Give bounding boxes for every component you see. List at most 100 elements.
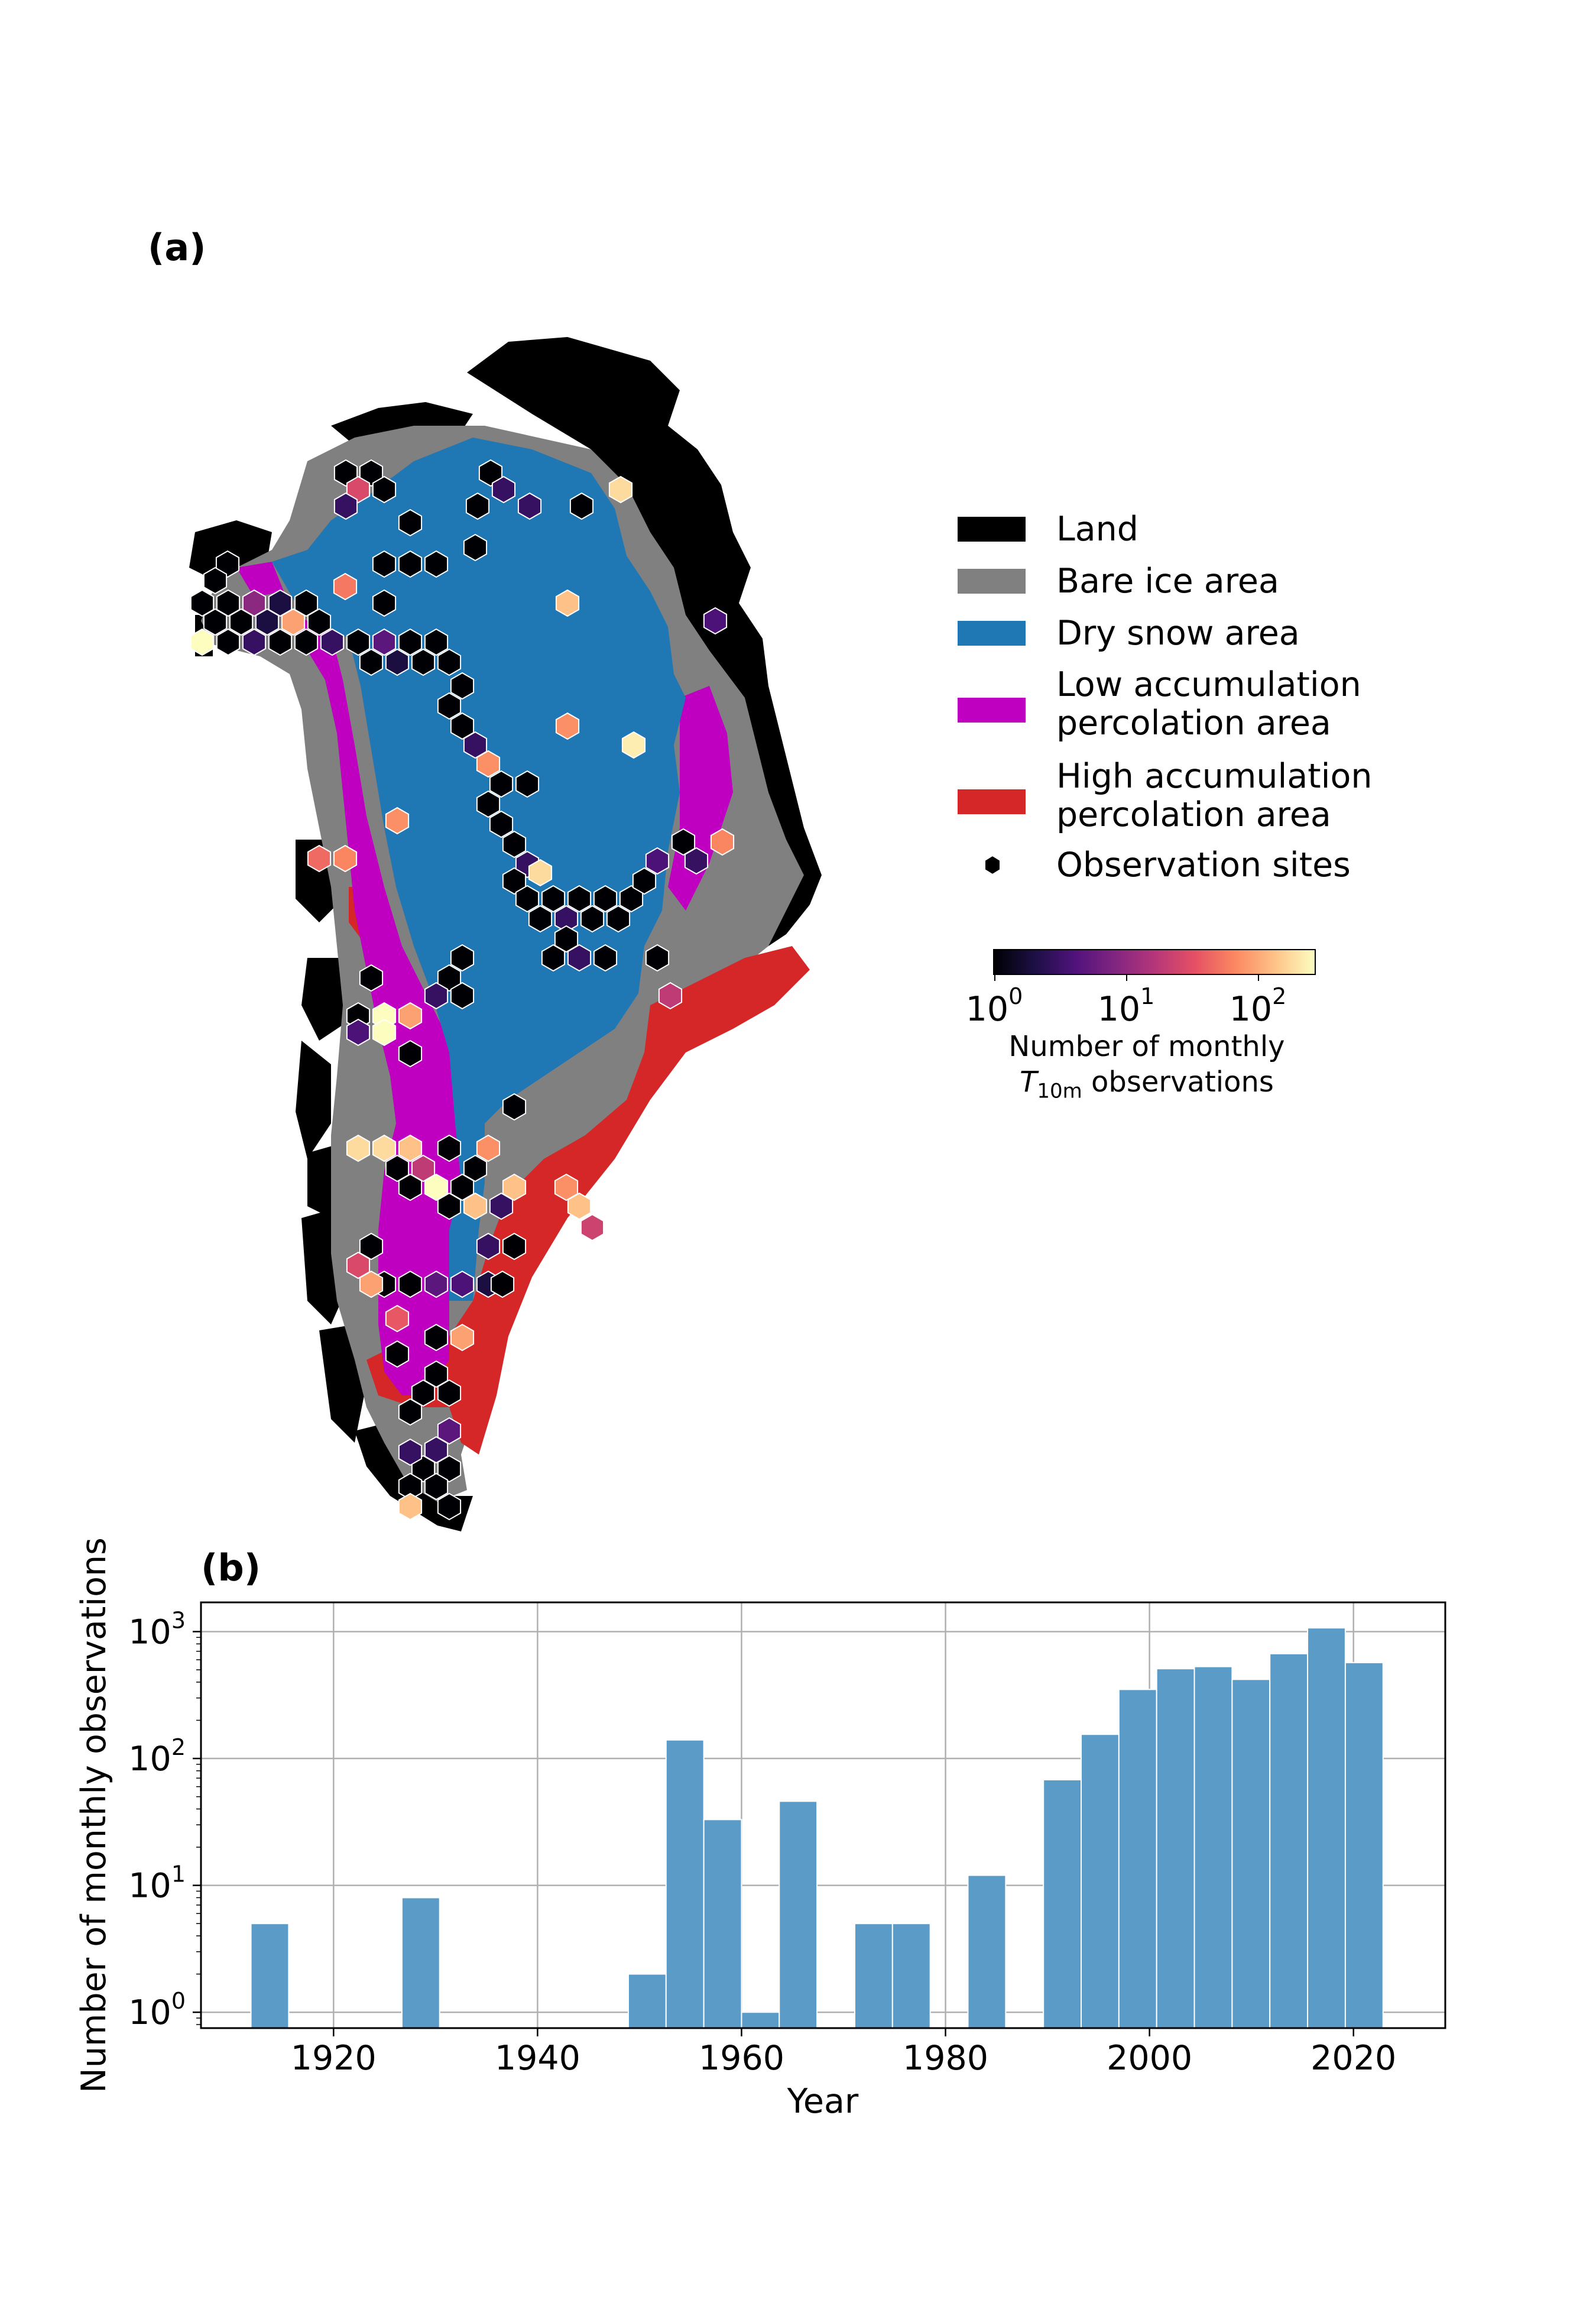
observation-site-hexagon xyxy=(346,1251,371,1280)
observation-site-hexagon xyxy=(372,550,397,578)
observation-site-hexagon xyxy=(346,475,371,504)
observation-site-hexagon xyxy=(359,459,384,487)
observation-site-hexagon xyxy=(606,905,631,933)
x-tick-label: 1920 xyxy=(291,2039,377,2078)
greenland-map xyxy=(189,337,822,1531)
observation-site-hexagon xyxy=(398,1270,423,1298)
observation-site-hexagon xyxy=(463,731,488,759)
observation-site-hexagon xyxy=(333,459,358,487)
observation-site-hexagon xyxy=(437,1379,462,1407)
observation-site-hexagon xyxy=(424,982,449,1010)
histogram-bar xyxy=(778,1800,818,2029)
histogram-bar xyxy=(703,1819,742,2029)
histogram-bar xyxy=(1156,1668,1195,2029)
histogram-bar xyxy=(665,1739,705,2029)
x-tick-label: 2000 xyxy=(1107,2039,1192,2078)
observation-site-hexagon xyxy=(554,925,579,953)
observation-site-hexagon xyxy=(463,1192,488,1220)
observation-site-hexagon xyxy=(684,847,709,875)
histogram-bar xyxy=(1118,1689,1157,2029)
histogram-axes: 1920 1940 1960 1980 2000 2020 100 101 102 103 xyxy=(128,1607,1396,2078)
observation-site-hexagon xyxy=(320,628,345,656)
legend-label-observation-sites: Observation sites xyxy=(1056,846,1351,885)
low-accumulation-region xyxy=(284,609,467,1395)
observation-site-hexagon xyxy=(645,944,670,972)
observation-site-hexagon xyxy=(424,1436,449,1464)
observation-site-hexagon xyxy=(476,1232,501,1261)
observation-site-hexagon xyxy=(398,509,423,537)
legend-label-low-accumulation-2: percolation area xyxy=(1056,704,1331,743)
observation-site-hexagon xyxy=(593,944,618,972)
observation-site-hexagon xyxy=(541,885,566,913)
observation-site-hexagon xyxy=(346,628,371,656)
observation-site-hexagon xyxy=(242,628,267,656)
observation-site-hexagon xyxy=(567,1192,592,1220)
observation-site-hexagon xyxy=(437,648,462,676)
observation-site-hexagon xyxy=(489,770,514,798)
observation-site-hexagon xyxy=(372,1134,397,1162)
observation-site-hexagon xyxy=(372,1018,397,1047)
histogram-bar xyxy=(1193,1666,1233,2029)
hexagon-icon xyxy=(984,855,1001,875)
observation-site-hexagon xyxy=(450,1173,475,1201)
observation-site-hexagon xyxy=(437,692,462,720)
observation-site-hexagon xyxy=(502,867,527,895)
observation-site-hexagon xyxy=(450,712,475,740)
panel-a-label: (a) xyxy=(148,226,206,269)
y-tick-label: 100 xyxy=(128,1988,186,2032)
legend-swatch-dry-snow xyxy=(958,621,1026,646)
observation-site-hexagon xyxy=(398,1173,423,1201)
observation-site-hexagon xyxy=(372,475,397,504)
observation-sites-layer xyxy=(190,459,735,1521)
observation-site-hexagon xyxy=(333,572,358,601)
observation-site-hexagon xyxy=(489,1192,514,1220)
histogram-bar xyxy=(1081,1734,1120,2029)
observation-site-hexagon xyxy=(398,628,423,656)
observation-site-hexagon xyxy=(645,847,670,875)
histogram-bars xyxy=(250,1627,1384,2029)
observation-site-hexagon xyxy=(437,1417,462,1445)
legend-label-high-accumulation-1: High accumulation xyxy=(1056,757,1373,796)
observation-site-hexagon xyxy=(398,1134,423,1162)
observation-site-hexagon xyxy=(190,628,215,656)
observation-site-hexagon xyxy=(346,1018,371,1047)
observation-site-hexagon xyxy=(424,1472,449,1501)
histogram-plot-frame xyxy=(200,1601,1446,2029)
observation-site-hexagon xyxy=(476,790,501,818)
observation-site-hexagon xyxy=(294,589,319,617)
observation-site-hexagon xyxy=(569,492,594,520)
histogram-bar xyxy=(1269,1653,1309,2029)
legend-swatch-land xyxy=(958,517,1026,542)
observation-site-hexagon xyxy=(450,944,475,972)
observation-site-hexagon xyxy=(476,1134,501,1162)
observation-site-hexagon xyxy=(398,1398,423,1426)
observation-site-hexagon xyxy=(491,475,516,504)
observation-site-hexagon xyxy=(608,475,633,504)
observation-site-hexagon xyxy=(411,1379,436,1407)
observation-site-hexagon xyxy=(281,608,306,636)
legend-swatch-high-accumulation xyxy=(958,789,1026,814)
observation-site-hexagon xyxy=(621,731,646,759)
observation-site-hexagon xyxy=(528,905,553,933)
observation-site-hexagon xyxy=(580,905,605,933)
observation-site-hexagon xyxy=(411,1154,436,1183)
observation-site-hexagon xyxy=(385,1154,410,1183)
observation-site-hexagon xyxy=(437,1192,462,1220)
observation-site-hexagon xyxy=(255,608,280,636)
observation-site-hexagon xyxy=(671,828,696,856)
observation-site-hexagon xyxy=(203,566,228,595)
observation-site-hexagon xyxy=(398,1438,423,1466)
observation-site-hexagon xyxy=(567,885,592,913)
panel-b-label: (b) xyxy=(201,1546,261,1589)
observation-site-hexagon xyxy=(333,492,358,520)
colorbar-ticklabel-0: 100 xyxy=(965,983,1023,1029)
x-tick-label: 1960 xyxy=(699,2039,784,2078)
legend-swatch-bare-ice xyxy=(958,569,1026,594)
legend-label-land: Land xyxy=(1056,510,1138,549)
observation-site-hexagon xyxy=(450,1323,475,1352)
x-tick-label: 1940 xyxy=(495,2039,580,2078)
observation-site-hexagon xyxy=(372,589,397,617)
histogram-bar xyxy=(627,1973,667,2029)
observation-site-hexagon xyxy=(463,1154,488,1183)
